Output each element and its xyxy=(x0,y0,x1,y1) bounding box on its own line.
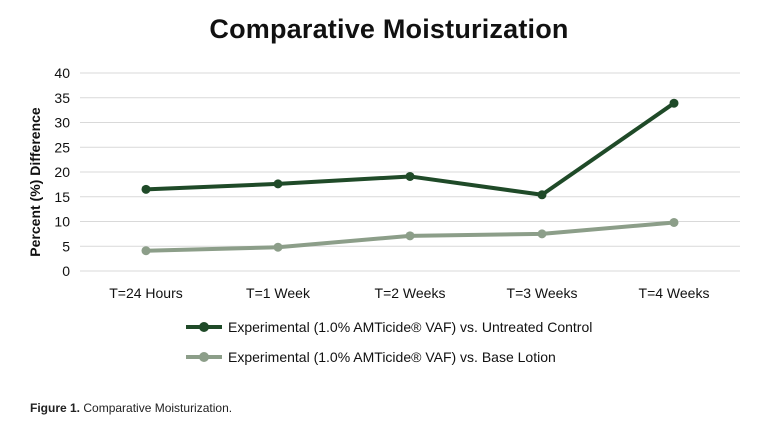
y-tick-label: 30 xyxy=(54,115,70,131)
series xyxy=(141,217,679,256)
series xyxy=(141,98,679,200)
caption-text: Comparative Moisturization. xyxy=(83,401,233,415)
data-point xyxy=(141,246,151,256)
series-lines xyxy=(141,98,679,256)
data-point xyxy=(669,98,679,108)
x-tick-labels: T=24 Hours T=1 Week T=2 Weeks T=3 Weeks T=4 … xyxy=(109,285,709,301)
y-tick-labels: 0 5 10 15 20 25 30 35 40 xyxy=(54,65,70,279)
y-tick-label: 10 xyxy=(54,214,70,230)
data-point xyxy=(669,217,679,227)
legend-label: Experimental (1.0% AMTicide® VAF) vs. Ba… xyxy=(228,349,556,365)
y-axis-label: Percent (%) Difference xyxy=(27,107,43,257)
x-tick-label: T=1 Week xyxy=(246,285,311,301)
y-tick-label: 25 xyxy=(54,139,70,155)
legend-swatch xyxy=(186,351,222,363)
chart-title: Comparative Moisturization xyxy=(209,14,569,44)
x-tick-label: T=4 Weeks xyxy=(639,285,710,301)
legend-item-untreated-control: Experimental (1.0% AMTicide® VAF) vs. Un… xyxy=(186,319,592,335)
data-point xyxy=(405,231,415,241)
series-line xyxy=(144,101,676,197)
y-tick-label: 5 xyxy=(62,238,70,254)
x-tick-label: T=3 Weeks xyxy=(507,285,578,301)
y-tick-label: 35 xyxy=(54,90,70,106)
y-tick-label: 20 xyxy=(54,164,70,180)
y-tick-label: 0 xyxy=(62,263,70,279)
legend-swatch xyxy=(186,321,222,333)
data-point xyxy=(405,171,415,181)
data-point xyxy=(537,229,547,239)
data-point xyxy=(537,190,547,200)
figure-caption: Figure 1. Comparative Moisturization. xyxy=(30,401,232,415)
x-tick-label: T=24 Hours xyxy=(109,285,183,301)
data-point xyxy=(273,179,283,189)
y-tick-label: 40 xyxy=(54,65,70,81)
y-tick-label: 15 xyxy=(54,189,70,205)
legend-label: Experimental (1.0% AMTicide® VAF) vs. Un… xyxy=(228,319,593,335)
gridlines xyxy=(80,72,740,272)
caption-label: Figure 1. xyxy=(30,401,81,415)
legend-item-base-lotion: Experimental (1.0% AMTicide® VAF) vs. Ba… xyxy=(186,349,556,365)
x-tick-label: T=2 Weeks xyxy=(375,285,446,301)
data-point xyxy=(141,184,151,194)
data-point xyxy=(273,242,283,252)
